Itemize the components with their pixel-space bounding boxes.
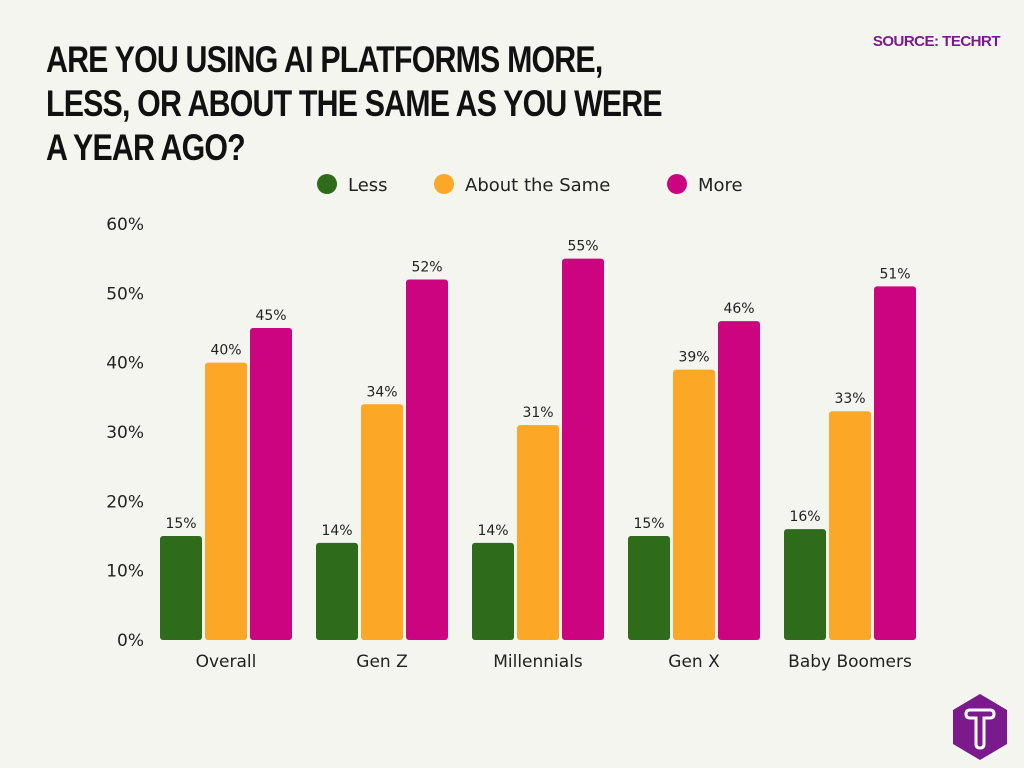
bar-more bbox=[250, 328, 292, 640]
data-label: 46% bbox=[723, 301, 754, 317]
data-label: 40% bbox=[210, 343, 241, 359]
y-tick-label: 0% bbox=[117, 631, 144, 651]
legend-swatch bbox=[667, 174, 687, 194]
bar-more bbox=[718, 321, 760, 640]
bar-about-the-same bbox=[829, 411, 871, 640]
legend-swatch bbox=[317, 174, 337, 194]
legend-swatch bbox=[434, 174, 454, 194]
bar-less bbox=[316, 542, 358, 640]
y-tick-label: 20% bbox=[106, 492, 144, 512]
y-tick-label: 30% bbox=[106, 423, 144, 443]
data-label: 39% bbox=[678, 350, 709, 366]
data-label: 16% bbox=[789, 509, 820, 525]
x-tick-label: Gen Z bbox=[356, 652, 407, 672]
source-label: SOURCE: TECHRT bbox=[872, 33, 1001, 50]
y-tick-label: 40% bbox=[106, 354, 144, 374]
legend-label: About the Same bbox=[465, 175, 610, 196]
bar-about-the-same bbox=[673, 369, 715, 640]
x-tick-label: Gen X bbox=[668, 652, 720, 672]
x-tick-label: Baby Boomers bbox=[788, 652, 912, 672]
bar-less bbox=[160, 536, 202, 640]
y-tick-label: 10% bbox=[106, 562, 144, 582]
data-label: 14% bbox=[477, 523, 508, 539]
x-tick-label: Millennials bbox=[493, 652, 583, 672]
bar-about-the-same bbox=[361, 404, 403, 640]
bar-more bbox=[874, 286, 916, 640]
bar-less bbox=[628, 536, 670, 640]
bar-less bbox=[784, 529, 826, 640]
data-label: 15% bbox=[165, 516, 196, 532]
data-label: 33% bbox=[834, 391, 865, 407]
data-label: 15% bbox=[633, 516, 664, 532]
bar-more bbox=[406, 279, 448, 640]
chart-title: Are you using AI platforms more, less, o… bbox=[46, 39, 663, 168]
y-tick-label: 50% bbox=[106, 284, 144, 304]
data-label: 45% bbox=[255, 308, 286, 324]
bar-more bbox=[562, 258, 604, 640]
logo-icon bbox=[953, 694, 1007, 760]
data-label: 34% bbox=[366, 384, 397, 400]
x-tick-label: Overall bbox=[196, 652, 257, 672]
legend-label: Less bbox=[348, 175, 388, 196]
bar-less bbox=[472, 542, 514, 640]
bar-about-the-same bbox=[517, 425, 559, 640]
data-label: 14% bbox=[321, 523, 352, 539]
data-label: 52% bbox=[411, 259, 442, 275]
bar-about-the-same bbox=[205, 362, 247, 640]
y-tick-label: 60% bbox=[106, 215, 144, 235]
legend-label: More bbox=[698, 175, 743, 196]
data-label: 55% bbox=[567, 239, 598, 255]
data-label: 51% bbox=[879, 266, 910, 282]
data-label: 31% bbox=[522, 405, 553, 421]
